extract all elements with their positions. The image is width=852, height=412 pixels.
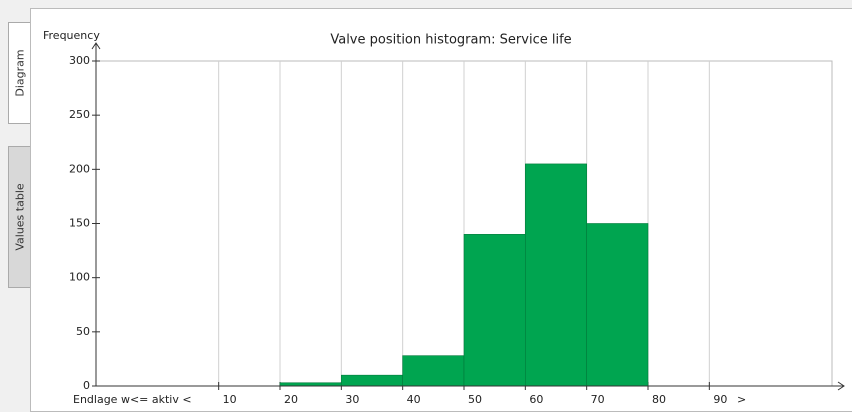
x-tick-label: 50: [468, 393, 482, 406]
x-tick-label: 30: [345, 393, 359, 406]
x-tick-label: 90: [713, 393, 727, 406]
x-range-label-below: Endlage w<= aktiv <: [73, 393, 192, 406]
x-tick-label: 10: [223, 393, 237, 406]
y-tick-label: 0: [83, 379, 90, 392]
values-table-tab[interactable]: Values table: [8, 146, 31, 288]
x-axis-arrow: [837, 381, 845, 391]
bar: [402, 355, 465, 387]
y-axis-arrow: [91, 42, 101, 50]
x-tick-label: 80: [652, 393, 666, 406]
bar: [341, 374, 403, 387]
bar: [586, 223, 649, 387]
y-tick-label: 250: [69, 108, 90, 121]
x-tick-label: 70: [591, 393, 605, 406]
bar: [463, 234, 526, 387]
chart: Frequency Valve position histogram: Serv…: [30, 8, 852, 412]
x-tick-label: 40: [407, 393, 421, 406]
chart-title: Valve position histogram: Service life: [330, 33, 571, 48]
y-tick-label: 150: [69, 217, 90, 230]
x-tick-label: 20: [284, 393, 298, 406]
y-tick-label: 100: [69, 271, 90, 284]
y-tick-label: 200: [69, 162, 90, 175]
diagram-tab[interactable]: Diagram: [8, 22, 31, 124]
tab-label: Values table: [13, 183, 27, 251]
y-axis-label: Frequency: [43, 29, 100, 42]
x-tick-label: 60: [529, 393, 543, 406]
y-tick-label: 50: [76, 325, 90, 338]
x-range-label-above: >: [737, 393, 746, 406]
y-tick-label: 300: [69, 54, 90, 67]
bar: [525, 163, 587, 387]
tab-label: Diagram: [13, 49, 27, 97]
